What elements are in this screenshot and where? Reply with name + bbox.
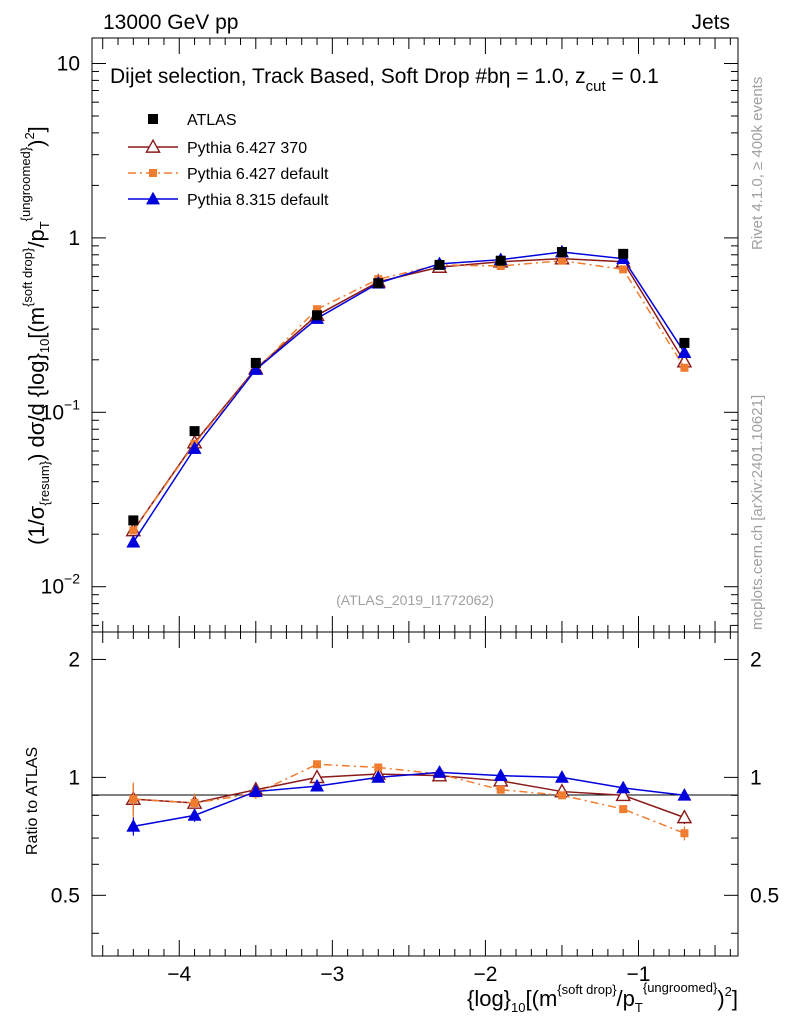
y-tick-label-ratio: 2 (68, 648, 80, 671)
point-ratio-pythia-6-427-default (619, 805, 628, 814)
y-tick-label-main: 10−2 (41, 571, 81, 599)
point-main-pythia-8-315-default (677, 345, 692, 358)
point-ratio-pythia-6-427-default (680, 829, 689, 838)
plot-title: Dijet selection, Track Based, Soft Drop … (110, 65, 659, 95)
x-tick-label: −2 (473, 963, 497, 986)
legend-marker-pythia-8-315-default (145, 191, 161, 205)
point-main-pythia-8-315-default (126, 534, 141, 548)
point-ratio-pythia-8-315-default (432, 764, 447, 778)
legend-label-atlas: ATLAS (187, 112, 237, 129)
point-main-atlas (189, 426, 200, 437)
y-tick-label-ratio-right: 1 (750, 766, 762, 789)
point-main-atlas (618, 248, 629, 259)
point-main-pythia-6-427-default (680, 363, 689, 372)
y-tick-label-ratio-right: 2 (750, 648, 762, 671)
legend-marker-pythia-6-427-default (149, 169, 157, 177)
line-main-pythia-6-427-370 (132, 257, 686, 531)
legend: ATLAS Pythia 6.427 370 Pythia 6.427 defaul… (128, 112, 329, 209)
x-axis-ticks: −4 −3 −2 −1 (102, 38, 731, 986)
x-tick-label: −4 (167, 963, 191, 986)
ratio-axis-ticks: 2 2 1 1 0.5 0.5 (51, 648, 779, 934)
point-ratio-pythia-6-427-default (190, 799, 199, 808)
point-ratio-pythia-8-315-default (310, 778, 325, 792)
point-ratio-pythia-6-427-370 (615, 787, 631, 802)
point-ratio-pythia-6-427-370 (676, 809, 693, 824)
point-ratio-pythia-6-427-default (129, 795, 138, 804)
point-ratio-pythia-6-427-default (557, 791, 566, 800)
mcplots-label: mcplots.cern.ch [arXiv:2401.10621] (749, 395, 766, 630)
point-main-atlas (250, 357, 261, 368)
point-main-atlas (679, 337, 690, 348)
y-axis-label-ratio: Ratio to ATLAS (24, 747, 41, 855)
y-tick-label-main: 1 (68, 227, 80, 250)
point-main-atlas (434, 259, 445, 270)
line-ratio-pythia-6-427-370 (133, 773, 685, 819)
point-main-atlas (556, 247, 567, 258)
x-tick-label: −1 (627, 963, 651, 986)
point-main-pythia-6-427-default (496, 262, 505, 271)
point-ratio-pythia-6-427-default (374, 763, 383, 772)
point-ratio-pythia-8-315-default (554, 770, 569, 783)
y-tick-label-main: 10−1 (41, 396, 81, 424)
process-label: Jets (691, 11, 730, 34)
point-ratio-pythia-8-315-default (126, 818, 141, 832)
x-axis-label: {log}10[(m{soft drop}/pT{ungroomed})2] (467, 980, 738, 1015)
legend-label-pythia-8-315-default: Pythia 8.315 default (187, 192, 329, 209)
point-main-atlas (128, 515, 139, 526)
line-main-pythia-6-427-default (132, 259, 686, 531)
legend-marker-atlas (148, 114, 158, 124)
y-axis-label-main: (1/σ{resum}) dσ/d {log}10[(m{soft drop}/… (18, 126, 52, 545)
energy-label: 13000 GeV pp (103, 11, 238, 34)
point-ratio-pythia-8-315-default (616, 780, 631, 794)
ratio-series (125, 760, 693, 841)
point-main-atlas (373, 278, 384, 289)
point-ratio-pythia-8-315-default (677, 787, 692, 801)
point-main-pythia-8-315-default (187, 441, 202, 454)
legend-marker-pythia-6-427-370 (145, 138, 161, 153)
point-main-pythia-6-427-default (129, 526, 138, 535)
point-ratio-pythia-8-315-default (248, 784, 263, 797)
rivet-label: Rivet 4.1.0, ≥ 400k events (749, 77, 766, 250)
point-main-pythia-8-315-default (248, 362, 263, 375)
point-main-atlas (495, 255, 506, 266)
main-series (125, 244, 693, 548)
x-tick-label: −3 (320, 963, 344, 986)
point-main-pythia-6-427-default (619, 265, 628, 274)
line-ratio-pythia-8-315-default (133, 771, 685, 828)
y-tick-label-ratio: 0.5 (51, 884, 80, 907)
y-tick-label-ratio: 1 (68, 766, 80, 789)
point-ratio-pythia-8-315-default (371, 770, 386, 783)
line-ratio-pythia-6-427-default (133, 763, 685, 834)
point-main-pythia-6-427-default (313, 305, 322, 314)
main-axis-ticks: 10 1 10−1 10−2 (41, 52, 738, 626)
y-tick-label-ratio-right: 0.5 (750, 884, 779, 907)
line-main-pythia-8-315-default (132, 251, 686, 543)
y-tick-label-main: 10 (57, 52, 80, 75)
point-ratio-pythia-8-315-default (493, 768, 508, 782)
legend-label-pythia-6-427-default: Pythia 6.427 default (187, 166, 329, 183)
point-main-atlas (312, 310, 323, 321)
point-ratio-pythia-6-427-default (313, 760, 322, 769)
ratio-frame (91, 631, 739, 957)
point-ratio-pythia-6-427-default (496, 785, 505, 794)
legend-label-pythia-6-427-370: Pythia 6.427 370 (187, 140, 307, 157)
point-ratio-pythia-8-315-default (187, 807, 202, 821)
point-main-pythia-6-427-default (557, 256, 566, 265)
analysis-tag: (ATLAS_2019_I1772062) (336, 592, 494, 608)
